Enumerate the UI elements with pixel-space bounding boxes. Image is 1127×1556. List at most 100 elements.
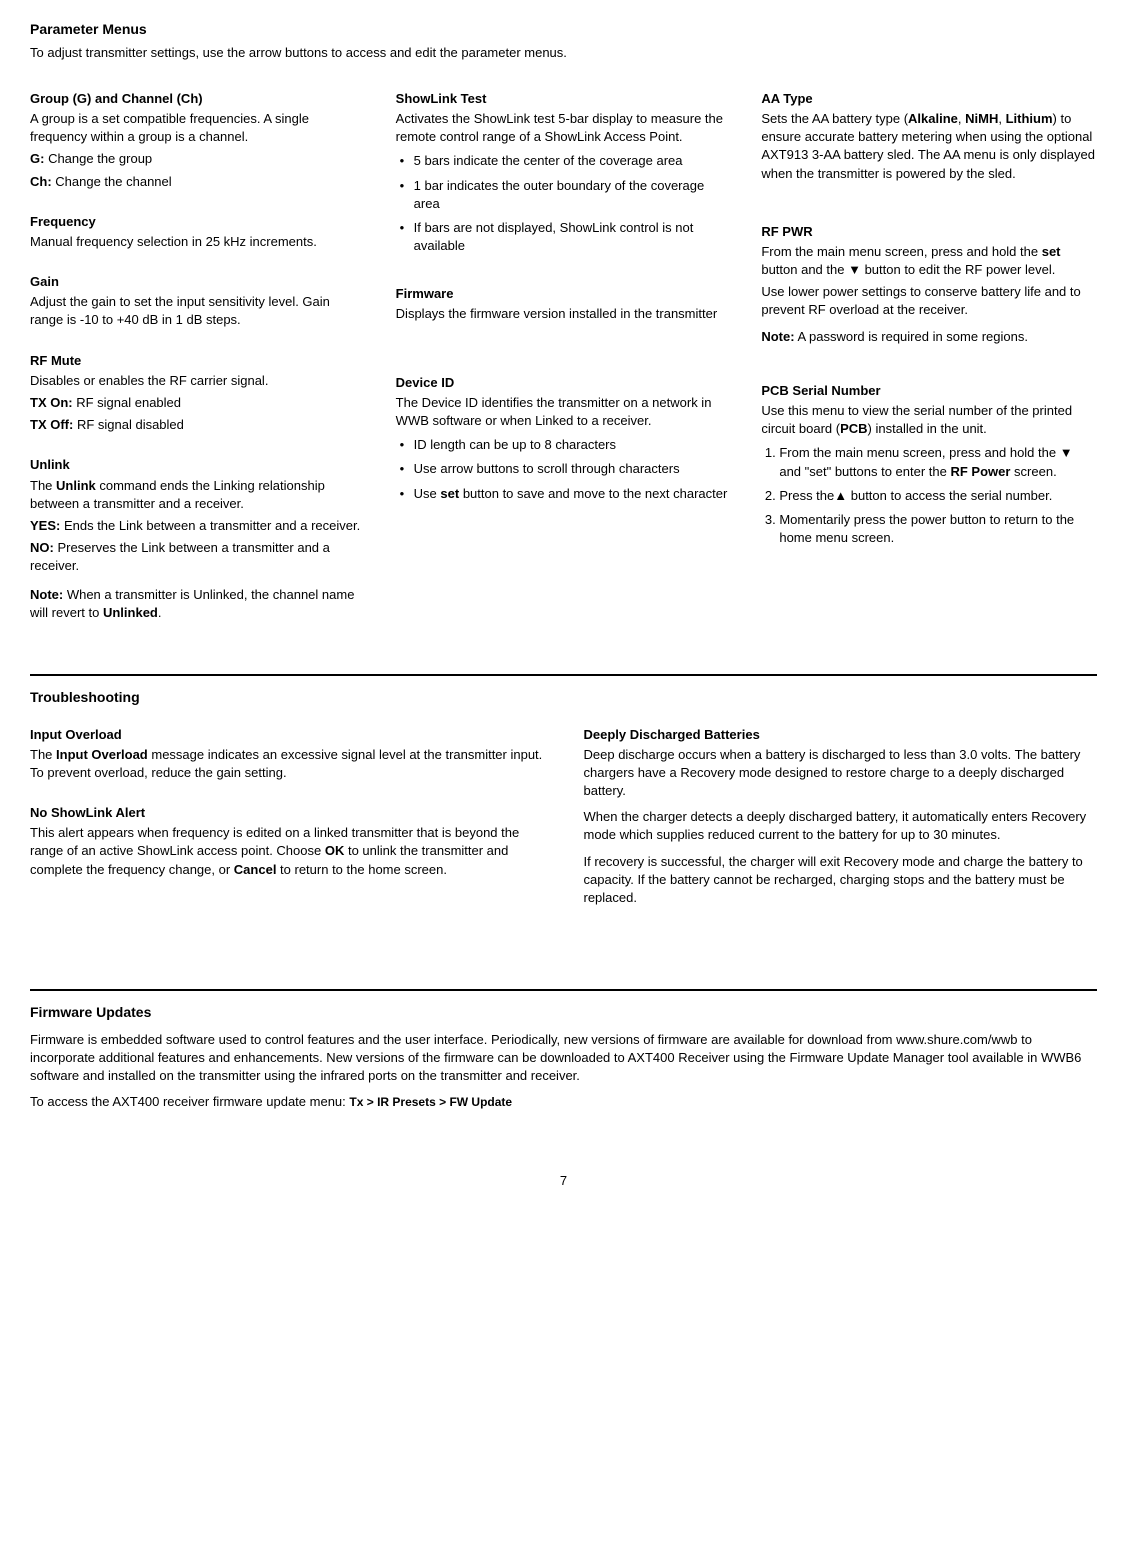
fw-path: Tx > IR Presets > FW Update <box>349 1095 512 1109</box>
t: To access the AXT400 receiver firmware u… <box>30 1094 349 1109</box>
block-gain: Gain Adjust the gain to set the input se… <box>30 273 366 330</box>
block-desc: The Input Overload message indicates an … <box>30 746 544 782</box>
intro-text: To adjust transmitter settings, use the … <box>30 44 1097 62</box>
block-desc: The Unlink command ends the Linking rela… <box>30 477 366 513</box>
block-title: Input Overload <box>30 726 544 744</box>
t: A password is required in some regions. <box>795 329 1028 344</box>
block-group-channel: Group (G) and Channel (Ch) A group is a … <box>30 90 366 191</box>
block-aa-type: AA Type Sets the AA battery type (Alkali… <box>761 90 1097 183</box>
block-rf-pwr: RF PWR From the main menu screen, press … <box>761 223 1097 346</box>
block-desc: Adjust the gain to set the input sensiti… <box>30 293 366 329</box>
t: . <box>158 605 162 620</box>
p2: Use lower power settings to conserve bat… <box>761 283 1097 319</box>
bold: Unlinked <box>103 605 158 620</box>
key-no: NO: <box>30 540 54 555</box>
bold: PCB <box>840 421 867 436</box>
line-yes: YES: Ends the Link between a transmitter… <box>30 517 366 535</box>
key-ch: Ch: <box>30 174 52 189</box>
block-desc: A group is a set compatible frequencies.… <box>30 110 366 146</box>
step: Momentarily press the power button to re… <box>779 511 1097 547</box>
key-g: G: <box>30 151 44 166</box>
bullet: If bars are not displayed, ShowLink cont… <box>396 219 732 255</box>
fw-updates-title: Firmware Updates <box>30 1003 1097 1023</box>
divider <box>30 989 1097 991</box>
bullet: ID length can be up to 8 characters <box>396 436 732 454</box>
pcb-steps: From the main menu screen, press and hol… <box>761 444 1097 547</box>
p1: From the main menu screen, press and hol… <box>761 243 1097 279</box>
t: button to save and move to the next char… <box>459 486 727 501</box>
block-title: PCB Serial Number <box>761 382 1097 400</box>
note-key: Note: <box>30 587 63 602</box>
block-desc: Activates the ShowLink test 5-bar displa… <box>396 110 732 146</box>
block-no-showlink: No ShowLink Alert This alert appears whe… <box>30 804 544 879</box>
bullet: 5 bars indicate the center of the covera… <box>396 152 732 170</box>
block-title: No ShowLink Alert <box>30 804 544 822</box>
block-desc: Use this menu to view the serial number … <box>761 402 1097 438</box>
t: From the main menu screen, press and hol… <box>761 244 1041 259</box>
device-bullets: ID length can be up to 8 characters Use … <box>396 436 732 503</box>
block-desc: Sets the AA battery type (Alkaline, NiMH… <box>761 110 1097 183</box>
bold: NiMH <box>965 111 998 126</box>
col-3: AA Type Sets the AA battery type (Alkali… <box>761 90 1097 644</box>
block-firmware: Firmware Displays the firmware version i… <box>396 285 732 323</box>
line-g: G: Change the group <box>30 150 366 168</box>
t: , <box>998 111 1005 126</box>
bold: set <box>1042 244 1061 259</box>
step: Press the▲ button to access the serial n… <box>779 487 1097 505</box>
line-tx-off: TX Off: RF signal disabled <box>30 416 366 434</box>
line-ch: Ch: Change the channel <box>30 173 366 191</box>
bold: RF Power <box>950 464 1010 479</box>
block-rf-mute: RF Mute Disables or enables the RF carri… <box>30 352 366 435</box>
desc-tx-off: RF signal disabled <box>73 417 184 432</box>
bullet: 1 bar indicates the outer boundary of th… <box>396 177 732 213</box>
block-title: Device ID <box>396 374 732 392</box>
bullet: Use arrow buttons to scroll through char… <box>396 460 732 478</box>
block-desc: Displays the firmware version installed … <box>396 305 732 323</box>
block-title: ShowLink Test <box>396 90 732 108</box>
key-tx-off: TX Off: <box>30 417 73 432</box>
block-title: RF PWR <box>761 223 1097 241</box>
bold: Alkaline <box>908 111 958 126</box>
t: Use <box>414 486 441 501</box>
p1: Deep discharge occurs when a battery is … <box>584 746 1098 801</box>
note-key: Note: <box>761 329 794 344</box>
block-showlink: ShowLink Test Activates the ShowLink tes… <box>396 90 732 256</box>
block-desc: Manual frequency selection in 25 kHz inc… <box>30 233 366 251</box>
t: button and the ▼ button to edit the RF p… <box>761 262 1055 277</box>
bold: set <box>440 486 459 501</box>
p2: When the charger detects a deeply discha… <box>584 808 1098 844</box>
desc-g: Change the group <box>44 151 152 166</box>
desc-ch: Change the channel <box>52 174 172 189</box>
troubleshooting-title: Troubleshooting <box>30 688 1097 708</box>
block-deep-discharge: Deeply Discharged Batteries Deep dischar… <box>584 726 1098 908</box>
col-1: Group (G) and Channel (Ch) A group is a … <box>30 90 366 644</box>
t: ) installed in the unit. <box>868 421 987 436</box>
troubleshooting-columns: Input Overload The Input Overload messag… <box>30 726 1097 930</box>
block-title: Deeply Discharged Batteries <box>584 726 1098 744</box>
divider <box>30 674 1097 676</box>
bold: Lithium <box>1006 111 1053 126</box>
bold: OK <box>325 843 345 858</box>
desc-yes: Ends the Link between a transmitter and … <box>60 518 360 533</box>
key-yes: YES: <box>30 518 60 533</box>
line-tx-on: TX On: RF signal enabled <box>30 394 366 412</box>
desc-no: Preserves the Link between a transmitter… <box>30 540 330 573</box>
t: The <box>30 478 56 493</box>
bullet: Use set button to save and move to the n… <box>396 485 732 503</box>
block-title: Unlink <box>30 456 366 474</box>
block-desc: The Device ID identifies the transmitter… <box>396 394 732 430</box>
block-pcb-serial: PCB Serial Number Use this menu to view … <box>761 382 1097 548</box>
block-desc: This alert appears when frequency is edi… <box>30 824 544 879</box>
key-tx-on: TX On: <box>30 395 73 410</box>
bold: Unlink <box>56 478 96 493</box>
block-unlink: Unlink The Unlink command ends the Linki… <box>30 456 366 622</box>
bold: Cancel <box>234 862 277 877</box>
parameter-columns: Group (G) and Channel (Ch) A group is a … <box>30 90 1097 644</box>
p3: If recovery is successful, the charger w… <box>584 853 1098 908</box>
col-2: ShowLink Test Activates the ShowLink tes… <box>396 90 732 644</box>
desc-tx-on: RF signal enabled <box>73 395 181 410</box>
page-number: 7 <box>30 1172 1097 1190</box>
t: When a transmitter is Unlinked, the chan… <box>30 587 354 620</box>
section-title: Parameter Menus <box>30 20 1097 40</box>
block-title: Frequency <box>30 213 366 231</box>
